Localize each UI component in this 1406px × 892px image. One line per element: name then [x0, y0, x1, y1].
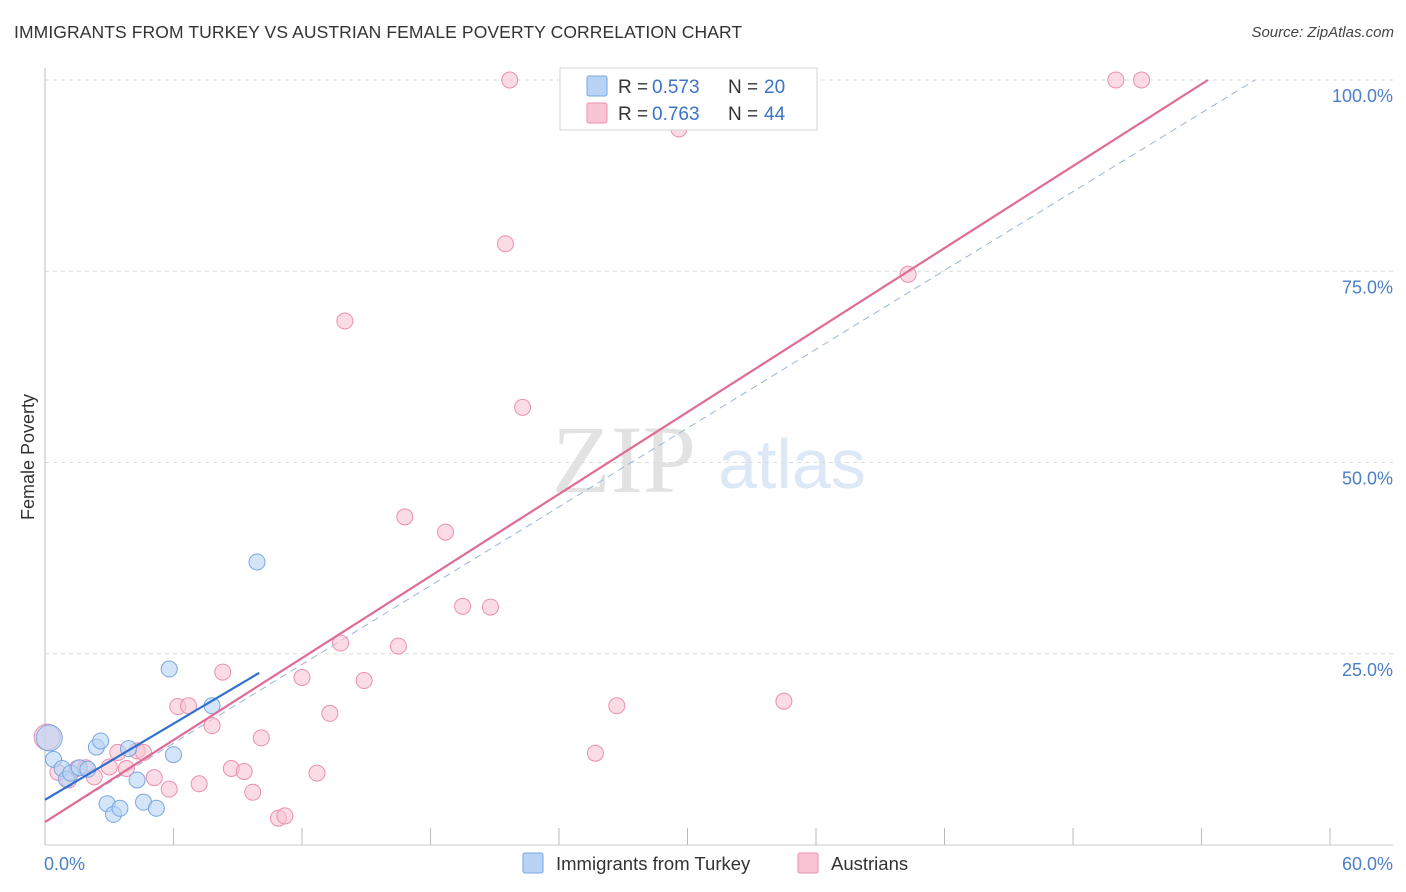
chart-title: IMMIGRANTS FROM TURKEY VS AUSTRIAN FEMAL…: [14, 22, 743, 42]
point-austrians-28: [336, 312, 354, 330]
point-austrians-42: [899, 265, 917, 283]
point-turkey-19: [248, 553, 266, 571]
point-austrians-21: [252, 729, 270, 747]
point-austrians-38: [586, 744, 604, 762]
y-tick-label-100: 100.0%: [1332, 86, 1393, 106]
trend-line-turkey: [44, 671, 260, 801]
legend-n-label-austrians: N =: [728, 104, 758, 125]
legend: R = 0.573 N = 20 R = 0.763 N = 44: [559, 67, 818, 131]
data-points: [33, 71, 1151, 827]
bottom-legend-swatch-austrians: [797, 852, 819, 874]
point-austrians-19: [235, 763, 253, 781]
legend-n-value-turkey: 20: [764, 77, 785, 98]
point-austrians-41: [775, 692, 793, 710]
point-austrians-39: [608, 697, 626, 715]
point-austrians-23: [276, 807, 294, 825]
reference-line: [44, 79, 1256, 823]
legend-swatch-turkey: [586, 75, 608, 97]
point-austrians-17: [214, 663, 232, 681]
point-austrians-32: [436, 523, 454, 541]
point-austrians-27: [332, 634, 350, 652]
reference-line-dashed: [44, 79, 1256, 823]
point-austrians-30: [389, 637, 407, 655]
point-austrians-36: [501, 71, 519, 89]
point-austrians-34: [481, 598, 499, 616]
point-austrians-37: [514, 398, 532, 416]
point-turkey-15: [147, 799, 165, 817]
point-turkey-16: [160, 660, 178, 678]
point-austrians-29: [355, 672, 373, 690]
y-tick-label-25: 25.0%: [1342, 660, 1393, 680]
bottom-legend-label-turkey: Immigrants from Turkey: [556, 853, 751, 874]
point-austrians-44: [1133, 71, 1151, 89]
point-turkey-17: [165, 746, 182, 764]
bottom-legend-swatch-turkey: [522, 852, 544, 874]
point-austrians-15: [190, 775, 208, 793]
watermark-atlas: atlas: [718, 425, 866, 503]
point-austrians-12: [160, 780, 178, 798]
point-turkey-13: [128, 771, 146, 789]
point-austrians-25: [308, 764, 326, 782]
x-tick-label-max: 60.0%: [1342, 854, 1393, 874]
bottom-legend: Immigrants from Turkey Austrians: [522, 852, 908, 874]
legend-r-label-turkey: R =: [618, 77, 648, 98]
y-axis-title: Female Poverty: [18, 394, 38, 520]
watermark-zip: ZIP: [552, 406, 696, 513]
legend-r-value-turkey: 0.573: [652, 77, 700, 98]
legend-n-label-turkey: N =: [728, 77, 758, 98]
point-turkey-11: [111, 799, 129, 817]
y-tick-label-75: 75.0%: [1342, 277, 1393, 297]
legend-r-label-austrians: R =: [618, 104, 648, 125]
point-austrians-24: [293, 668, 311, 686]
point-turkey-8: [92, 732, 110, 750]
point-austrians-33: [454, 597, 472, 615]
watermark: ZIP atlas: [552, 406, 866, 513]
legend-r-value-austrians: 0.763: [652, 104, 700, 125]
axes: [44, 68, 1393, 846]
trend-line-austrians: [44, 79, 1209, 823]
point-austrians-35: [496, 235, 514, 253]
trend-lines: [44, 79, 1209, 823]
point-austrians-11: [145, 769, 163, 787]
legend-n-value-austrians: 44: [764, 104, 786, 125]
y-tick-label-50: 50.0%: [1342, 469, 1393, 489]
point-austrians-16: [203, 717, 221, 735]
point-turkey-0: [35, 724, 63, 752]
legend-swatch-austrians: [586, 102, 608, 124]
y-tick-labels: 25.0% 50.0% 75.0% 100.0%: [1332, 86, 1393, 680]
x-tick-label-min: 0.0%: [44, 854, 85, 874]
chart-source: Source: ZipAtlas.com: [1251, 24, 1394, 41]
gridlines: [45, 79, 1393, 655]
point-austrians-43: [1107, 71, 1125, 89]
point-austrians-20: [244, 783, 262, 801]
point-austrians-31: [396, 508, 414, 526]
point-austrians-26: [321, 704, 339, 722]
bottom-legend-label-austrians: Austrians: [831, 853, 908, 874]
